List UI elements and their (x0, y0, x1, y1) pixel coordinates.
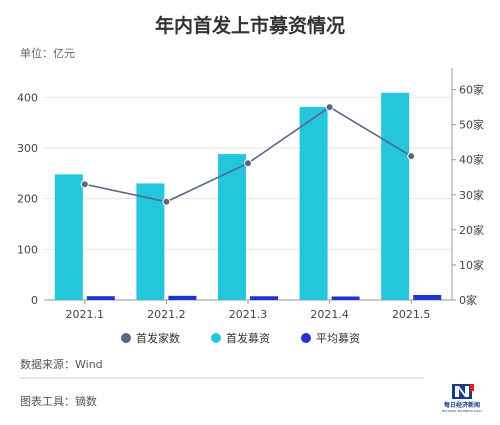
right-tick-label: 20家 (459, 223, 484, 237)
bar-series (54, 92, 442, 301)
left-tick-label: 100 (17, 243, 38, 256)
avg-raise-bar (413, 294, 442, 300)
avg-raise-bar (331, 296, 360, 300)
tool-text: 图表工具：镝数 (20, 394, 97, 408)
legend-marker (301, 333, 311, 343)
ipo-count-point (80, 180, 89, 189)
ipo-raise-bar (54, 174, 83, 300)
right-tick-label: 30家 (459, 188, 484, 202)
avg-raise-bar (86, 296, 115, 300)
ipo-raise-bar (299, 106, 328, 301)
right-tick-label: 10家 (459, 258, 484, 272)
unit-label: 单位：亿元 (20, 46, 75, 60)
ipo-raise-bar (381, 92, 410, 300)
left-tick-label: 300 (17, 142, 38, 155)
left-tick-label: 200 (17, 193, 38, 206)
avg-raise-bar (250, 296, 278, 300)
right-axis-ticks: 0家 10家 20家 30家 40家 50家 60家 (451, 68, 484, 307)
logo-n-shape (455, 386, 469, 397)
right-tick-label: 0家 (459, 293, 477, 307)
legend-marker (121, 333, 131, 343)
x-axis-ticks: 2021.1 2021.2 2021.3 2021.4 2021.5 (66, 300, 431, 321)
legend-label: 平均募资 (316, 332, 360, 345)
ipo-count-point (162, 197, 171, 206)
ipo-count-line (84, 106, 412, 203)
x-tick-label: 2021.2 (147, 308, 186, 321)
legend-label: 首发家数 (136, 331, 180, 345)
chart-title: 年内首发上市募资情况 (155, 14, 345, 37)
right-tick-label: 60家 (459, 83, 484, 97)
avg-raise-bar (168, 295, 197, 300)
source-text: 数据来源：Wind (20, 357, 103, 371)
left-tick-label: 0 (31, 294, 38, 307)
nbd-logo: 每日经济新闻 NATIONAL BUSINESS DAILY (442, 384, 482, 413)
x-tick-label: 2021.5 (392, 308, 431, 321)
ipo-raise-bar (218, 154, 246, 300)
ipo-count-point (407, 152, 416, 161)
left-tick-label: 400 (17, 91, 38, 104)
right-tick-label: 40家 (459, 153, 484, 167)
ipo-count-point (244, 159, 252, 168)
right-tick-label: 50家 (459, 118, 484, 132)
ipo-count-point (325, 103, 334, 112)
legend-marker (211, 333, 221, 343)
logo-accent (470, 384, 474, 391)
line-series (80, 103, 416, 206)
logo-text: 每日经济新闻 (443, 401, 480, 409)
x-tick-label: 2021.4 (310, 308, 349, 321)
ipo-raise-bar (136, 183, 165, 300)
legend: 首发家数 首发募资 平均募资 (121, 331, 360, 345)
legend-label: 首发募资 (226, 331, 270, 345)
logo-subtext: NATIONAL BUSINESS DAILY (442, 409, 482, 413)
x-tick-label: 2021.3 (229, 308, 268, 321)
x-tick-label: 2021.1 (66, 308, 105, 321)
left-axis-ticks: 0 100 200 300 400 (17, 91, 38, 307)
